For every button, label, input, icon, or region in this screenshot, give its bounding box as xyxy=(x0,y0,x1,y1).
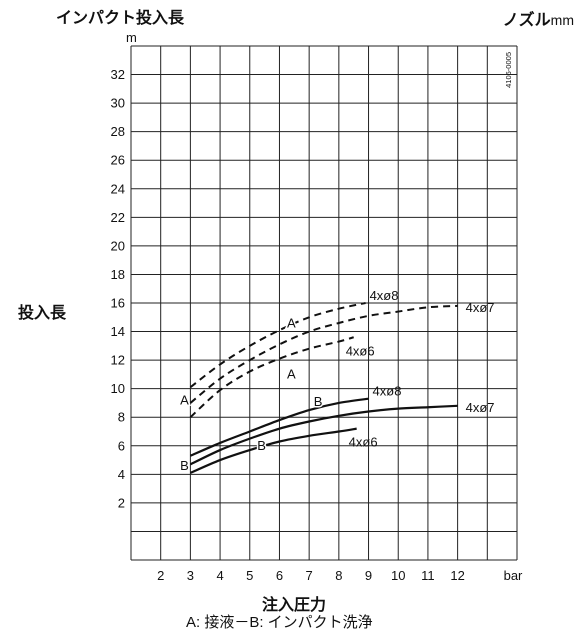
series-a-4x8-line xyxy=(189,302,366,389)
y-tick-label: 18 xyxy=(111,267,125,282)
y-tick-label: 28 xyxy=(111,124,125,139)
chart-title: インパクト投入長 xyxy=(56,10,185,27)
y-tick-label: 4 xyxy=(118,467,125,482)
x-tick-label: 6 xyxy=(276,568,283,583)
series-label: 4xø8 xyxy=(370,288,399,303)
nozzle-unit: mm xyxy=(550,12,574,28)
y-tick-label: 26 xyxy=(111,153,125,168)
annotation-a: A xyxy=(180,392,189,407)
y-tick-label: 8 xyxy=(118,410,125,425)
series-label: 4xø7 xyxy=(466,400,495,415)
series-a-4x6-line xyxy=(189,336,354,418)
y-axis-label: 投入長 xyxy=(18,305,67,322)
y-tick-label: 20 xyxy=(111,238,125,253)
x-tick-label: 12 xyxy=(450,568,464,583)
y-tick-label: 2 xyxy=(118,495,125,510)
series-label: 4xø7 xyxy=(466,300,495,315)
y-tick-label: 30 xyxy=(111,96,125,111)
y-tick-label: 12 xyxy=(111,353,125,368)
y-tick-label: 6 xyxy=(118,438,125,453)
series-label: 4xø6 xyxy=(349,435,378,450)
x-tick-label: 11 xyxy=(421,568,435,583)
y-tick-label: 24 xyxy=(111,181,125,196)
annotation-b: B xyxy=(314,394,323,409)
x-axis-label: 注入圧力 xyxy=(262,597,327,614)
x-tick-label: 7 xyxy=(306,568,313,583)
x-tick-label: 8 xyxy=(335,568,342,583)
y-tick-label: 14 xyxy=(111,324,125,339)
series-label: 4xø8 xyxy=(373,384,402,399)
annotation-a: A xyxy=(287,367,296,382)
x-tick-label: 2 xyxy=(157,568,164,583)
x-tick-label: 9 xyxy=(365,568,372,583)
series-b-4x8-line xyxy=(189,397,369,457)
series-b-4x7-line xyxy=(189,404,458,466)
nozzle-header: ノズルmm xyxy=(503,6,574,30)
y-tick-label: 10 xyxy=(111,381,125,396)
nozzle-label: ノズル xyxy=(502,12,551,29)
series-a-4x7-line xyxy=(189,304,458,404)
y-tick-label: 22 xyxy=(111,210,125,225)
y-tick-label: 16 xyxy=(111,296,125,311)
figure-code: 4106-0005 xyxy=(504,52,513,88)
series-b-4x6-line xyxy=(189,427,357,474)
x-axis-unit: bar xyxy=(504,568,523,583)
annotation-a: A xyxy=(287,315,296,330)
y-tick-label: 32 xyxy=(111,67,125,82)
y-axis-unit: m xyxy=(126,30,137,45)
footnote: A: 接液－B: インパクト洗浄 xyxy=(186,614,373,631)
annotation-b: B xyxy=(180,458,189,473)
x-tick-label: 10 xyxy=(391,568,405,583)
series-label: 4xø6 xyxy=(346,343,375,358)
x-tick-label: 4 xyxy=(216,568,223,583)
x-tick-label: 3 xyxy=(187,568,194,583)
annotation-b: B xyxy=(257,438,266,453)
x-tick-label: 5 xyxy=(246,568,253,583)
